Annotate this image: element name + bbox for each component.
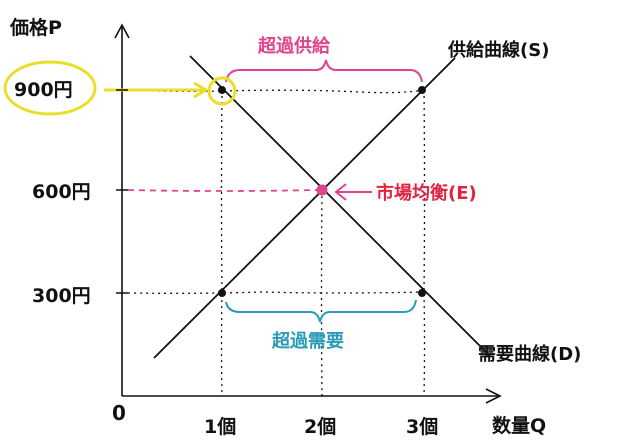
y-axis-arrowhead [114, 23, 130, 39]
point-highlight-circle [207, 76, 237, 106]
guide-lines [127, 89, 426, 397]
x-axis-arrowhead [485, 388, 502, 404]
x-tick-2: 2個 [304, 416, 336, 438]
equilibrium-label: 市場均衡(E) [376, 182, 477, 204]
y-axis-label: 価格P [9, 16, 62, 39]
equilibrium-price-guide [127, 189, 319, 192]
guide-300-horizontal [127, 291, 425, 294]
supply-curve [153, 57, 456, 359]
supply-curve-label: 供給曲線(S) [447, 39, 549, 61]
demand-curve-label: 需要曲線(D) [478, 343, 581, 365]
x-tick-1: 1個 [204, 416, 236, 438]
y-tick-300: 300円 [32, 285, 91, 307]
x-axis-label: 数量Q [492, 414, 546, 437]
excess-supply-brace [225, 59, 423, 83]
supply-point-300 [218, 289, 226, 297]
demand-curve [189, 55, 491, 357]
guide-q1-vertical [220, 89, 223, 397]
excess-supply-label: 超過供給 [258, 35, 331, 57]
y-tick-900: 900円 [14, 79, 73, 101]
origin-label: 0 [112, 401, 126, 425]
x-tick-3: 3個 [406, 416, 438, 438]
supply-point-900 [418, 86, 426, 94]
excess-demand-label: 超過需要 [272, 330, 344, 352]
highlight-arrowhead [193, 81, 209, 99]
y-tick-600: 600円 [32, 181, 91, 203]
guide-q2-vertical [320, 189, 323, 397]
guide-q3-vertical [423, 89, 426, 397]
points-layer [218, 86, 426, 297]
demand-point-900 [218, 86, 226, 94]
equilibrium-arrow [334, 183, 372, 201]
demand-point-300 [418, 289, 426, 297]
equilibrium-point [316, 184, 328, 196]
price-900-highlight-circle [3, 60, 97, 116]
excess-demand-brace [225, 299, 417, 323]
